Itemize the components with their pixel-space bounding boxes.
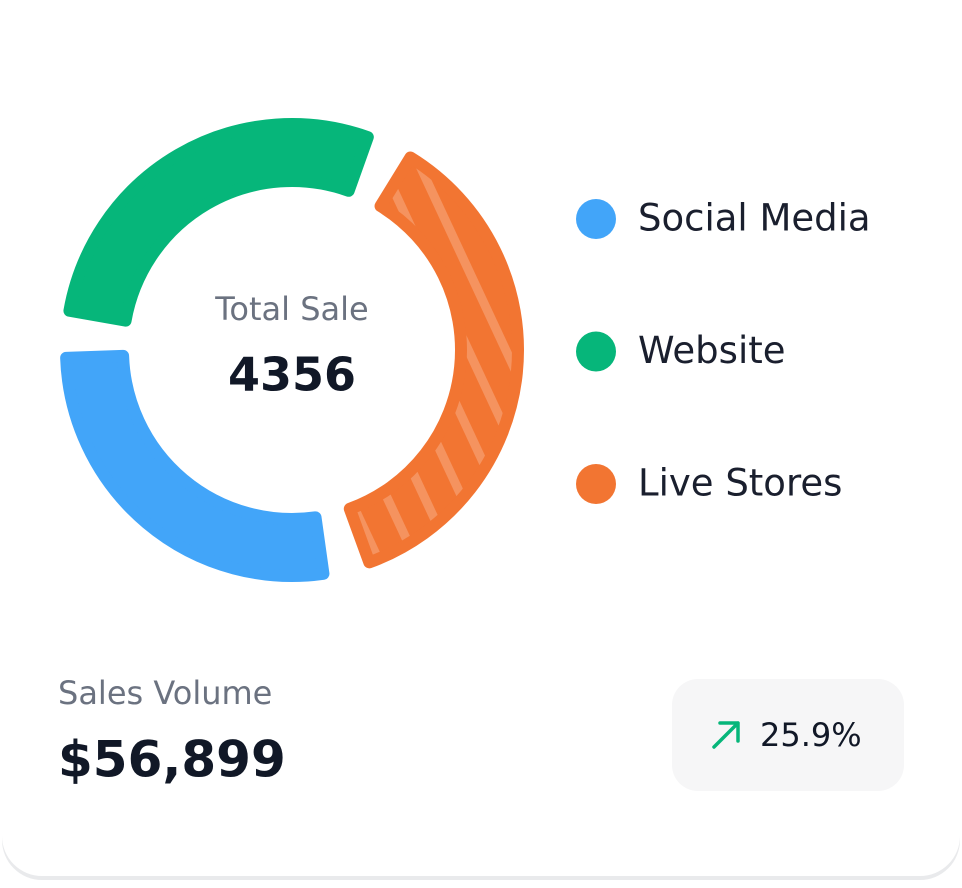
legend-swatch <box>576 464 616 504</box>
legend-label: Website <box>638 329 786 372</box>
donut-segment <box>63 118 374 327</box>
legend-label: Social Media <box>638 197 871 240</box>
donut <box>60 118 524 582</box>
center-label: Total Sale <box>214 290 368 328</box>
donut-segment <box>60 349 330 582</box>
legend: Social Media Website Live Stores <box>576 197 871 505</box>
summary-value: $56,899 <box>58 731 286 789</box>
center-value: 4356 <box>228 348 356 402</box>
legend-swatch <box>576 199 616 239</box>
legend-swatch <box>576 331 616 372</box>
legend-label: Live Stores <box>638 462 842 505</box>
trend-arrow <box>712 721 740 749</box>
change-value: 25.9% <box>760 716 862 754</box>
donut-segment <box>343 151 524 569</box>
summary-label: Sales Volume <box>58 674 272 712</box>
change-badge <box>672 679 904 791</box>
